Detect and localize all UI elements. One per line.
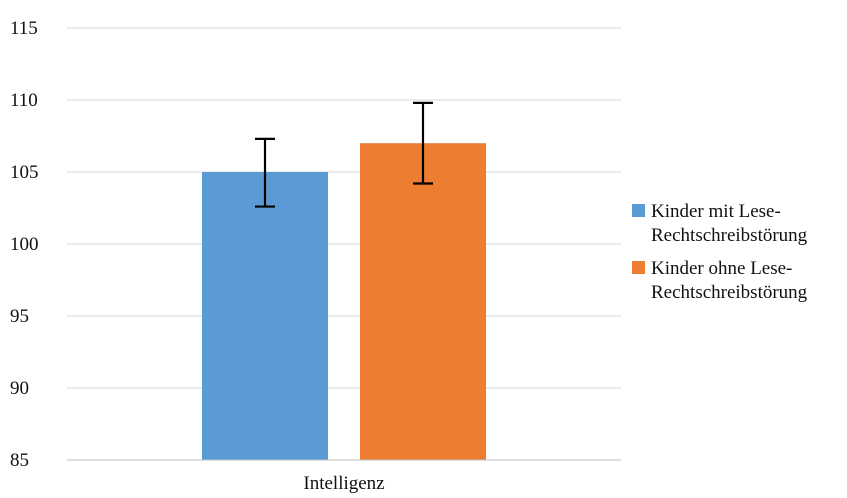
y-tick-label: 110 (10, 90, 38, 111)
y-axis-tick-labels: 115 110 105 100 95 90 85 (10, 18, 39, 471)
legend-item-1: Kinder mit Lese- Rechtschreibstörung (632, 201, 808, 246)
legend-item-2: Kinder ohne Lese- Rechtschreibstörung (632, 258, 808, 303)
y-tick-label: 90 (10, 378, 29, 399)
legend-swatch (632, 261, 645, 274)
legend-label: Rechtschreibstörung (651, 225, 808, 246)
error-bar-series-1 (255, 137, 275, 208)
legend-label: Kinder ohne Lese- (651, 258, 792, 279)
y-tick-label: 95 (10, 306, 29, 327)
y-tick-label: 100 (10, 234, 39, 255)
y-tick-label: 105 (10, 162, 39, 183)
legend: Kinder mit Lese-RechtschreibstörungKinde… (632, 201, 808, 303)
y-tick-label: 115 (10, 18, 38, 39)
gridlines (67, 27, 621, 389)
error-bar-series-2 (413, 101, 433, 185)
bar-series-1 (202, 172, 328, 460)
legend-swatch (632, 204, 645, 217)
error-bars (255, 101, 433, 208)
y-tick-label: 85 (10, 450, 29, 471)
bar-series-2 (360, 143, 486, 460)
bars (202, 143, 486, 460)
legend-label: Kinder mit Lese- (651, 201, 781, 222)
legend-label: Rechtschreibstörung (651, 282, 808, 303)
x-category-label: Intelligenz (303, 473, 384, 494)
